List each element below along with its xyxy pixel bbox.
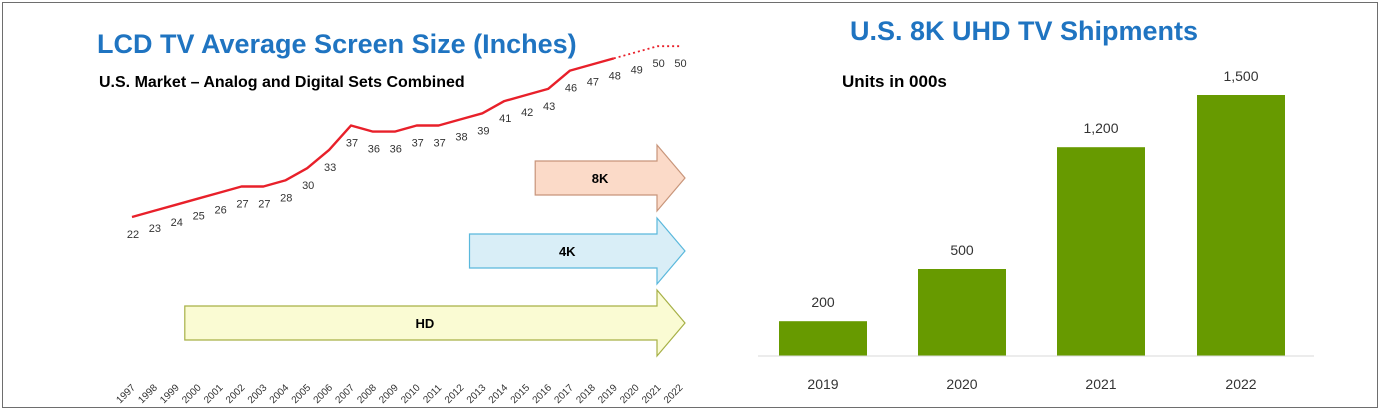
- value-label: 50: [652, 58, 664, 70]
- left-chart-subtitle: U.S. Market – Analog and Digital Sets Co…: [99, 74, 465, 91]
- x-tick-label: 2019: [807, 376, 838, 392]
- x-tick-label: 2017: [552, 382, 576, 406]
- x-tick-label: 1997: [114, 382, 138, 406]
- bar-value-label: 1,500: [1223, 68, 1258, 84]
- x-tick-label: 2012: [443, 382, 467, 406]
- arrow-8k-label: 8K: [592, 171, 609, 186]
- x-tick-label: 2001: [202, 382, 226, 406]
- x-tick-label: 2013: [465, 382, 489, 406]
- right-chart-title: U.S. 8K UHD TV Shipments: [850, 16, 1199, 46]
- x-tick-label: 2020: [618, 382, 642, 406]
- bar: [1197, 95, 1285, 356]
- x-tick-label: 2022: [1225, 376, 1256, 392]
- value-label: 33: [324, 162, 336, 174]
- x-tick-label: 2021: [640, 382, 664, 406]
- value-label: 36: [390, 144, 402, 156]
- x-tick-label: 2003: [246, 382, 270, 406]
- screen-size-line: [131, 57, 615, 219]
- value-label: 46: [565, 83, 577, 95]
- x-tick-label: 2019: [596, 382, 620, 406]
- x-tick-label: 2018: [574, 382, 598, 406]
- value-label: 36: [368, 144, 380, 156]
- x-tick-label: 2004: [268, 382, 292, 406]
- value-label: 39: [477, 125, 489, 137]
- x-tick-label: 2006: [312, 382, 336, 406]
- value-label: 26: [214, 205, 226, 217]
- bar-value-label: 1,200: [1083, 120, 1118, 136]
- value-label: 27: [258, 199, 270, 211]
- value-label: 37: [433, 138, 445, 150]
- arrow-8k-icon: [534, 143, 686, 213]
- x-tick-label: 2016: [531, 382, 555, 406]
- value-label: 25: [193, 211, 205, 223]
- value-label: 42: [521, 107, 533, 119]
- x-tick-label: 2015: [509, 382, 533, 406]
- shipments-bar-chart: 200 2019 500 2020 1,200 2021 1,500 2022: [758, 68, 1314, 392]
- x-tick-label: 1999: [158, 382, 182, 406]
- value-label: 28: [280, 192, 292, 204]
- right-chart-subtitle: Units in 000s: [842, 72, 947, 91]
- bar-value-label: 200: [811, 294, 835, 310]
- arrow-4k-label: 4K: [559, 244, 576, 259]
- value-label: 48: [609, 70, 621, 82]
- screen-size-line-chart: 8K 4K HD 22 23 24 25 26 27 27 28 30 33 37 36 36 37 37 38 3…: [114, 45, 687, 406]
- value-label: 23: [149, 223, 161, 235]
- value-label: 49: [631, 64, 643, 76]
- x-tick-label: 2011: [421, 382, 444, 405]
- x-tick-label: 2014: [487, 382, 511, 406]
- value-label: 37: [412, 138, 424, 150]
- value-label: 27: [236, 199, 248, 211]
- arrow-hd-icon: [184, 288, 686, 358]
- x-tick-label: 2010: [399, 382, 423, 406]
- x-tick-label: 2009: [377, 382, 401, 406]
- x-tick-label: 2021: [1085, 376, 1116, 392]
- value-label: 22: [127, 229, 139, 241]
- left-chart-title: LCD TV Average Screen Size (Inches): [97, 29, 577, 59]
- bar: [918, 269, 1006, 356]
- value-label: 37: [346, 138, 358, 150]
- value-label: 38: [455, 131, 467, 143]
- x-tick-label: 2002: [224, 382, 248, 406]
- x-tick-label: 2007: [333, 382, 357, 406]
- arrow-hd-label: HD: [416, 316, 435, 331]
- bar-value-label: 500: [950, 242, 974, 258]
- x-tick-label: 2020: [946, 376, 977, 392]
- screen-size-forecast-line: [613, 45, 680, 60]
- bar: [779, 321, 867, 356]
- value-label: 50: [674, 58, 686, 70]
- value-label: 43: [543, 101, 555, 113]
- value-label: 41: [499, 113, 511, 125]
- arrow-4k-icon: [468, 216, 686, 286]
- x-tick-label: 1998: [136, 382, 160, 406]
- x-tick-label: 2008: [355, 382, 379, 406]
- value-label: 24: [171, 217, 183, 229]
- value-label: 30: [302, 180, 314, 192]
- bar: [1057, 147, 1145, 356]
- x-tick-label: 2000: [180, 382, 204, 406]
- x-tick-label: 2022: [662, 382, 686, 406]
- x-tick-label: 2005: [290, 382, 314, 406]
- value-label: 47: [587, 77, 599, 89]
